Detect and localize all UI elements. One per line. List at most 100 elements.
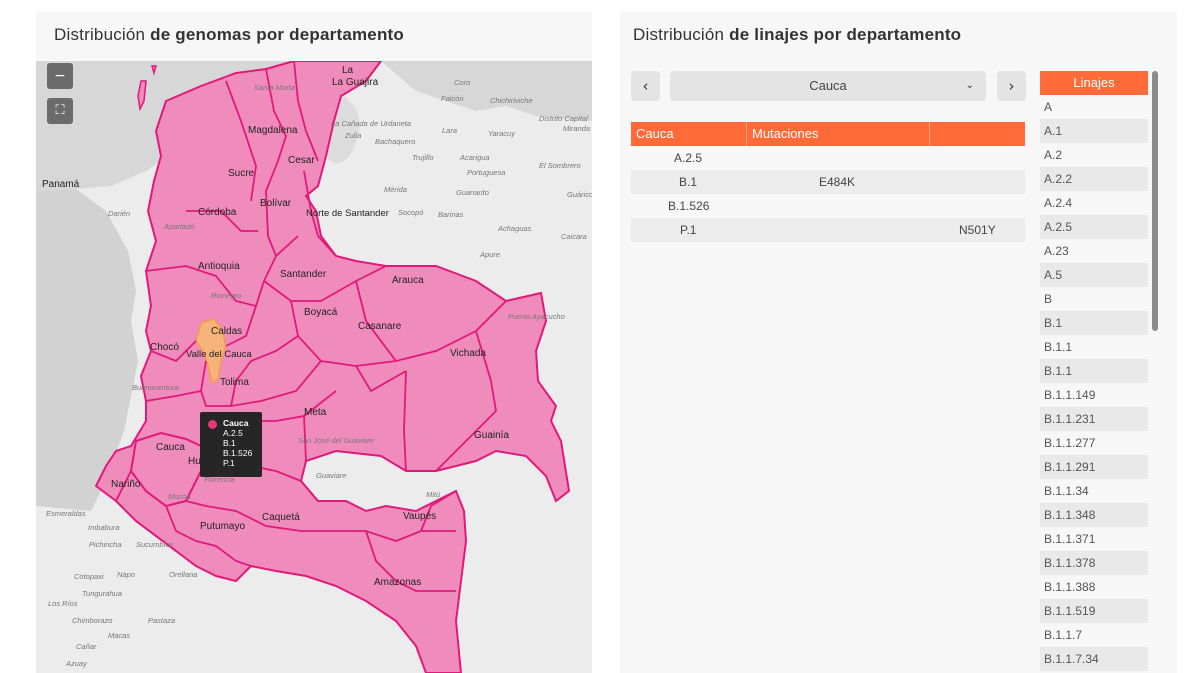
dept-label-valle-del-cauca: Valle del Cauca [186,349,253,360]
place-label: Apure [479,250,500,259]
dept-label-la-guajira: La Guajira [332,77,379,88]
dept-label-putumayo: Putumayo [200,521,245,532]
map-canvas[interactable]: La La Guajira Magdalena Cesar Sucre Bolí… [36,61,592,673]
lineage-item[interactable]: B.1.1.348 [1040,503,1148,527]
tooltip-department: Cauca [223,418,249,428]
lineage-list-scrollbar[interactable] [1152,71,1158,673]
tooltip-lineage: A.2.5 [223,428,243,438]
place-label: Achaguas [497,224,532,233]
lineage-item[interactable]: B.1.1.149 [1044,388,1096,402]
place-label: Guaviare [316,471,346,480]
lineage-item[interactable]: B.1.1.291 [1040,455,1148,479]
place-label: Chimborazo [72,616,112,625]
chevron-right-icon: › [1008,77,1015,95]
place-label: Acarigua [459,153,490,162]
lineage-item[interactable]: B.1.1.7 [1044,628,1083,642]
table-row[interactable]: P.1 N501Y [631,218,1025,242]
lineage-item[interactable]: A.1 [1040,119,1148,143]
place-label: Portuguesa [467,168,505,177]
place-label: Macas [108,631,130,640]
dept-label-caldas: Caldas [211,326,242,337]
next-department-button[interactable]: › [997,71,1026,101]
lineage-list[interactable]: Linajes A A.1 A.2 A.2.2 A.2.4 A.2.5 A.23… [1040,71,1148,673]
department-caldas-shape[interactable] [195,318,227,385]
place-label: Apartadó [163,222,194,231]
place-label: Pastaza [148,616,175,625]
providencia-island [151,65,157,76]
dept-label-boyaca: Boyacá [304,307,338,318]
scrollbar-thumb[interactable] [1152,71,1158,331]
lineage-item[interactable]: A.23 [1044,244,1069,258]
dept-label-amazonas: Amazonas [374,577,421,588]
place-label: Pichincha [89,540,122,549]
dept-label-casanare: Casanare [358,321,402,332]
prev-department-button[interactable]: ‹ [631,71,660,101]
lineage-item[interactable]: B.1.1.277 [1044,436,1096,450]
lineage-item[interactable]: A.2.5 [1040,215,1148,239]
table-header: Cauca Mutaciones [631,122,1025,146]
lineage-item[interactable]: A.2 [1044,148,1063,162]
dept-label-choco: Chocó [150,342,179,353]
row-lineage: B.1.526 [668,199,710,213]
lineage-item[interactable]: B.1.1.231 [1040,407,1148,431]
department-select-value: Cauca [809,78,847,93]
chevron-down-icon: ⌄ [965,80,974,91]
tooltip-lineage: B.1 [223,438,236,448]
place-label: Guárico [567,190,592,199]
place-label: Coro [454,78,470,87]
lineage-item[interactable]: B.1.1.378 [1040,551,1148,575]
lineages-title-regular: Distribución [633,25,730,44]
lineage-item[interactable]: A [1044,100,1053,114]
department-select[interactable]: Cauca ⌄ [670,71,986,101]
place-label: Buenaventura [132,383,179,392]
place-label: San José del Guaviare [298,436,374,445]
place-label: La Cañada de Urdaneta [331,119,411,128]
tooltip-color-dot [208,420,217,429]
lineage-item[interactable]: A.5 [1040,263,1148,287]
country-label-panama: Panamá [42,179,80,190]
table-row[interactable]: B.1 E484K [631,170,1025,194]
table-row[interactable]: A.2.5 [631,146,1025,170]
tooltip-lineage: B.1.526 [223,448,253,458]
dept-label-norte-de-santander: Norte de Santander [306,208,389,219]
lineage-item[interactable]: B [1044,292,1053,306]
place-label: Cañar [76,642,97,651]
genomes-panel: Distribución de genomas por departamento [36,12,592,673]
lineage-item[interactable]: B.1.1.519 [1040,599,1148,623]
place-label: Rionegro [211,291,241,300]
department-cauca-shape[interactable] [129,431,208,508]
dept-label-sucre: Sucre [228,168,255,179]
lineage-item[interactable]: B.1.1 [1040,359,1148,383]
place-label: Zulia [344,131,361,140]
row-lineage: B.1 [679,175,698,189]
department-label-group: La La Guajira Magdalena Cesar Sucre Bolí… [42,65,509,588]
row-mutation: E484K [819,175,856,189]
place-label: Sucumbíos [136,540,174,549]
place-label: Mérida [384,185,407,194]
lineage-item[interactable]: B.1.1.7.34 [1040,647,1148,671]
place-label: Socopó [398,208,423,217]
lineage-item[interactable]: A.2.4 [1044,196,1073,210]
dept-label-santander: Santander [280,269,327,280]
lineage-item[interactable]: B.1.1 [1044,340,1073,354]
fullscreen-button[interactable]: ⛶ [47,98,73,124]
genomes-panel-title: Distribución de genomas por departamento [36,12,592,60]
tooltip-lines: Cauca A.2.5 B.1 B.1.526 P.1 [223,418,252,468]
colombia-map[interactable]: La La Guajira Magdalena Cesar Sucre Bolí… [36,61,592,673]
table-row[interactable]: B.1.526 [631,194,1025,218]
lineage-item[interactable]: B.1 [1040,311,1148,335]
place-label: Imbabura [88,523,120,532]
pacific-ocean [36,189,138,511]
dept-label-vichada: Vichada [450,348,486,359]
caribbean-sea-east [381,61,592,121]
place-label-group: Coro Falcón Chichiriviche Santa Marta La… [46,78,592,668]
lineage-list-header: Linajes [1040,71,1148,95]
lineage-item[interactable]: A.2.2 [1040,167,1148,191]
zoom-out-button[interactable]: − [47,63,73,89]
chevron-left-icon: ‹ [642,77,649,95]
dept-label-cauca: Cauca [156,442,185,453]
lineage-item[interactable]: B.1.1.388 [1044,580,1096,594]
lineage-item[interactable]: B.1.1.34 [1044,484,1089,498]
lineage-item[interactable]: B.1.1.371 [1044,532,1096,546]
dept-label-magdalena: Magdalena [248,125,298,136]
